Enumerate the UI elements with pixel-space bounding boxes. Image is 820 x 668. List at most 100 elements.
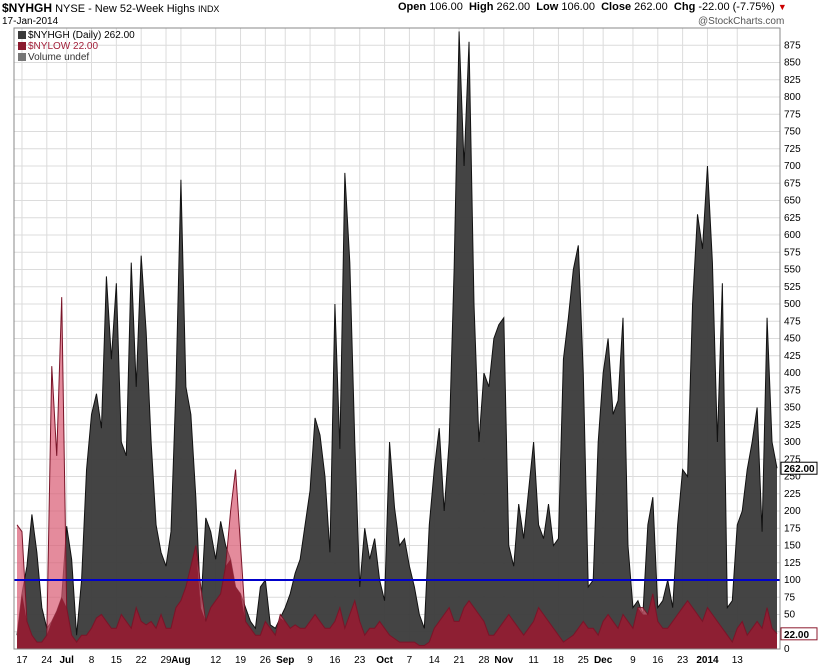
x-tick-label: Oct <box>376 655 393 666</box>
x-tick-label: 23 <box>677 655 689 666</box>
series-area-nyhgh <box>17 31 777 649</box>
legend-secondary: $NYLOW 22.00 <box>18 41 98 52</box>
y-axis: 0255075100125150175200225250275300325350… <box>784 40 801 655</box>
legend-primary-label: $NYHGH (Daily) 262.00 <box>28 30 135 41</box>
legend-volume-label: Volume undef <box>28 52 90 63</box>
legend-volume: Volume undef <box>18 52 89 63</box>
y-tick-label: 450 <box>784 334 801 345</box>
x-tick-label: 13 <box>732 655 744 666</box>
x-tick-label: 24 <box>41 655 53 666</box>
y-tick-label: 475 <box>784 316 801 327</box>
y-tick-label: 575 <box>784 247 801 258</box>
x-tick-label: Aug <box>171 655 190 666</box>
x-axis: 17 24 Jul 8 15 22 29 Aug 12 19 26 Sep 9 16 23 Oct 7 14 21 2… <box>16 655 743 666</box>
x-tick-label: 15 <box>111 655 123 666</box>
watermark: @StockCharts.com <box>698 16 785 27</box>
y-tick-label: 75 <box>784 592 796 603</box>
y-tick-label: 500 <box>784 299 801 310</box>
chg-value: -22.00 (-7.75%) <box>698 1 775 13</box>
chart-date: 17-Jan-2014 <box>2 16 59 27</box>
y-tick-label: 775 <box>784 109 801 120</box>
y-tick-label: 375 <box>784 385 801 396</box>
down-arrow-icon: ▼ <box>777 2 787 12</box>
open-value: 106.00 <box>429 1 463 13</box>
legend-swatch-highs <box>18 31 26 39</box>
x-tick-label: 8 <box>89 655 95 666</box>
y-tick-label: 300 <box>784 437 801 448</box>
exchange: INDX <box>197 4 220 14</box>
y-tick-label: 125 <box>784 558 801 569</box>
x-tick-label: 12 <box>210 655 222 666</box>
y-tick-label: 650 <box>784 196 801 207</box>
close-label: Close <box>601 1 632 13</box>
y-tick-label: 200 <box>784 506 801 517</box>
x-tick-label: 17 <box>16 655 28 666</box>
x-tick-label: 11 <box>528 655 539 666</box>
close-value: 262.00 <box>634 1 668 13</box>
y-tick-label: 150 <box>784 541 801 552</box>
legend-primary: $NYHGH (Daily) 262.00 <box>18 30 135 41</box>
x-tick-label: 16 <box>329 655 341 666</box>
high-value: 262.00 <box>496 1 531 13</box>
legend-swatch-lows <box>18 42 26 50</box>
y-tick-label: 875 <box>784 40 801 51</box>
y-tick-label: 700 <box>784 161 801 172</box>
low-value: 106.00 <box>561 1 595 13</box>
x-tick-label: Nov <box>494 655 513 666</box>
last-value-label: 22.00 <box>784 630 809 641</box>
series-line-nylow <box>16 297 778 647</box>
x-tick-label: 29 <box>160 655 172 666</box>
x-tick-label: 25 <box>578 655 590 666</box>
x-tick-label: 22 <box>136 655 148 666</box>
x-tick-label: Dec <box>594 655 613 666</box>
x-tick-label: 7 <box>407 655 413 666</box>
x-tick-label: 26 <box>260 655 272 666</box>
x-tick-label: Jul <box>59 655 74 666</box>
chg-label: Chg <box>673 1 696 13</box>
x-tick-label: 23 <box>354 655 366 666</box>
description: NYSE - New 52-Week Highs <box>55 3 195 15</box>
x-tick-label: 9 <box>307 655 313 666</box>
series-nyhgh <box>16 31 778 649</box>
y-tick-label: 400 <box>784 368 801 379</box>
y-tick-label: 725 <box>784 144 801 155</box>
last-value-label: 262.00 <box>784 464 815 475</box>
y-tick-label: 800 <box>784 92 801 103</box>
y-tick-label: 850 <box>784 58 801 69</box>
y-tick-label: 0 <box>784 644 790 655</box>
y-tick-label: 50 <box>784 610 796 621</box>
y-tick-label: 325 <box>784 420 801 431</box>
x-tick-label: 21 <box>454 655 466 666</box>
y-tick-label: 550 <box>784 265 801 276</box>
y-tick-label: 600 <box>784 230 801 241</box>
x-tick-label: 18 <box>553 655 565 666</box>
ohlc-readout: Open 106.00 High 262.00 Low 106.00 Close… <box>398 1 787 13</box>
x-tick-label: 14 <box>429 655 441 666</box>
y-tick-label: 175 <box>784 523 801 534</box>
x-tick-label: 9 <box>630 655 636 666</box>
open-label: Open <box>398 1 427 13</box>
series-nylow <box>16 297 778 649</box>
x-tick-label: 28 <box>478 655 490 666</box>
legend-swatch-volume <box>18 53 26 61</box>
series-overlap-nylow <box>17 545 777 649</box>
last-value-box <box>780 461 818 475</box>
y-tick-label: 350 <box>784 403 801 414</box>
y-tick-label: 100 <box>784 575 801 586</box>
x-tick-label: 19 <box>235 655 247 666</box>
symbol: $NYHGH <box>2 1 53 15</box>
y-tick-label: 225 <box>784 489 801 500</box>
last-value-box <box>780 627 818 641</box>
series-line-nyhgh <box>16 31 778 636</box>
y-tick-label: 425 <box>784 351 801 362</box>
y-tick-label: 525 <box>784 282 801 293</box>
high-label: High <box>468 1 494 13</box>
last-value-labels: 262.00 22.00 <box>780 461 818 641</box>
y-tick-label: 625 <box>784 213 801 224</box>
plot-frame <box>13 27 781 650</box>
y-tick-label: 250 <box>784 472 801 483</box>
x-tick-label: 2014 <box>696 655 719 666</box>
x-tick-label: 16 <box>652 655 664 666</box>
header-title: $NYHGH NYSE - New 52-Week Highs INDX <box>2 1 219 15</box>
